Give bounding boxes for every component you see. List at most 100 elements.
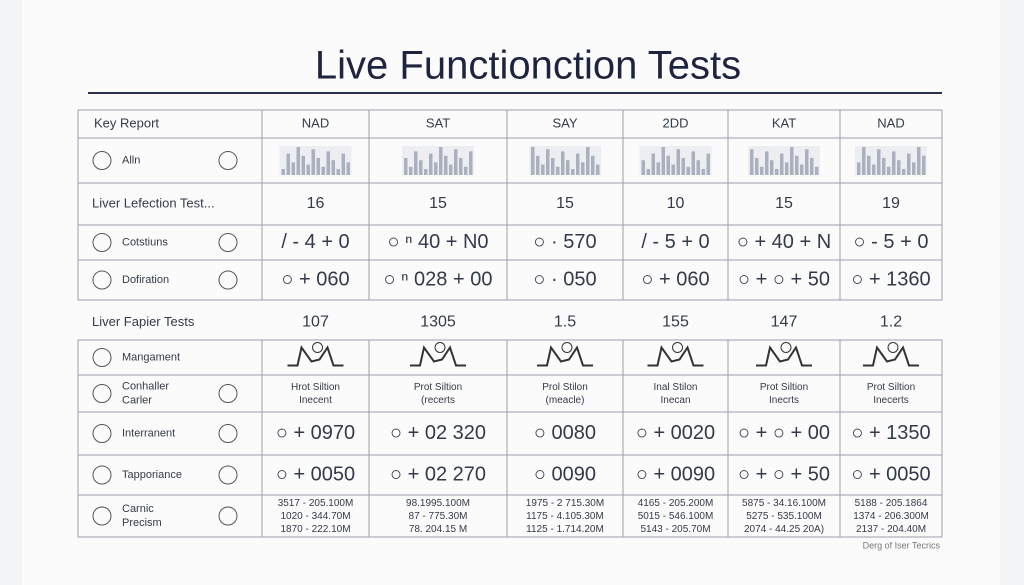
cell-value: ○ + 40 + N	[737, 231, 831, 253]
cell-line: 5188 - 205.1864	[855, 498, 928, 509]
row-icon-right	[218, 506, 238, 526]
wave-dot	[434, 342, 446, 353]
cell-value: ○ + 060	[641, 268, 709, 290]
wave-icon	[287, 345, 344, 367]
cell-value: / - 5 + 0	[641, 231, 709, 253]
chart-bar	[790, 147, 794, 175]
chart-bar	[755, 158, 759, 175]
cell-line: Prot Siltion	[760, 382, 808, 393]
chart-bar	[566, 160, 570, 175]
row-icon	[92, 465, 112, 485]
row-icon	[92, 424, 112, 443]
row-box	[77, 494, 943, 538]
cell-line: 1975 - 2 715.30M	[526, 498, 604, 509]
chart-bar	[316, 158, 320, 175]
chart-bar	[291, 162, 295, 175]
cell-value: ○ + 1360	[851, 268, 930, 290]
chart-bar	[805, 149, 809, 175]
chart-bar	[581, 162, 585, 175]
chart-bar	[666, 155, 670, 175]
chart-bar	[541, 164, 545, 175]
footer-note: Derg of Iser Tecrics	[863, 540, 941, 550]
chart-bar	[346, 162, 350, 175]
cell-line: 4165 - 205.200M	[638, 498, 714, 509]
wave-dot	[672, 342, 683, 353]
chart-bg	[748, 146, 820, 175]
row-label: Liver Fapier Tests	[92, 314, 195, 329]
chart-bar	[404, 158, 408, 175]
chart-bar	[434, 162, 438, 175]
column-header: SAY	[552, 115, 577, 130]
cell-text: 1975 - 2 715.30M 1175 - 4.105.30M 1125 - 1…	[526, 498, 604, 535]
cell-value: 1.5	[554, 314, 576, 331]
cell-line: Conhaller	[122, 380, 169, 392]
cell-line: Inal Stilon	[654, 382, 698, 393]
cell-text: 3517 - 205.100M 1020 - 344.70M 1870 - 222.…	[278, 498, 354, 535]
title: Live Functionction Tests	[315, 44, 741, 88]
chart-bar	[286, 153, 290, 175]
chart-bar	[917, 147, 921, 175]
cell-value: 19	[882, 195, 900, 212]
chart-bar	[454, 149, 458, 175]
cell-text: Prol Stilon (meacle)	[542, 382, 588, 406]
chart-bar	[531, 147, 535, 175]
cell-value: ○ + 1350	[851, 422, 930, 444]
cell-line: Prol Stilon	[542, 382, 588, 393]
chart-bg	[279, 146, 352, 175]
row-icon-right	[218, 151, 238, 170]
row-icon	[92, 233, 112, 252]
cell-line: 1020 - 344.70M	[280, 511, 350, 522]
cell-line: 1125 - 1.714.20M	[526, 524, 604, 535]
cell-line: 1870 - 222.10M	[280, 524, 350, 535]
cell-line: Carnic	[122, 503, 154, 515]
chart-bar	[701, 169, 705, 175]
cell-line: Prot Siltion	[414, 382, 462, 393]
chart-bar	[887, 166, 891, 175]
chart-bar	[862, 147, 866, 175]
cell-line: 5275 - 535.100M	[746, 511, 822, 522]
chart-bar	[414, 151, 418, 175]
row-label: Tapporiance	[122, 469, 182, 481]
cell-line: (recerts	[421, 395, 455, 406]
chart-bar	[686, 166, 690, 175]
cell-text: 5875 - 34.16.100M 5275 - 535.100M 2074 - 4…	[742, 498, 826, 535]
row-icon-right	[218, 233, 238, 252]
chart-bar	[696, 160, 700, 175]
cell-value: ○ ⁿ 028 + 00	[384, 268, 493, 290]
chart-bar	[810, 158, 814, 175]
cell-value: 107	[302, 314, 329, 331]
row-icon-right	[218, 270, 238, 290]
chart-bar	[912, 162, 916, 175]
cell-value: 10	[667, 195, 685, 212]
chart-bar	[800, 164, 804, 175]
cell-value: ○ + 0020	[636, 422, 715, 444]
row-icon-right	[218, 384, 238, 403]
cell-line: Hrot Siltion	[291, 382, 340, 393]
chart-bar	[536, 155, 540, 175]
chart-bar	[815, 166, 819, 175]
chart-bar	[877, 149, 881, 175]
cell-text: Hrot Siltion Inecent	[291, 382, 340, 406]
chart-bar	[892, 151, 896, 175]
chart-bar	[464, 166, 468, 175]
cell-text: 98.1995.100M 87 - 775.30M 78. 204.15 M	[406, 498, 470, 535]
column-header: NAD	[302, 115, 329, 130]
cell-value: ○ + 02 270	[390, 463, 486, 485]
row-box	[77, 259, 943, 301]
chart-bar	[551, 158, 555, 175]
chart-bar	[546, 149, 550, 175]
row-icon-right	[218, 424, 238, 443]
row-label: Alln	[122, 154, 140, 166]
row-label: Dofiration	[122, 274, 169, 286]
cell-line: Inecerts	[873, 395, 909, 406]
cell-value: ○ + ○ + 00	[738, 422, 830, 444]
chart-bar	[770, 160, 774, 175]
cell-text: 5188 - 205.1864 1374 - 206.300M 2137 - 204…	[853, 498, 929, 535]
cell-value: ○ + 0050	[851, 463, 930, 485]
cell-text: Carnic Precism	[122, 503, 162, 529]
chart-bar	[296, 147, 300, 175]
cell-text: 4165 - 205.200M 5015 - 546.100M 5143 - 205…	[638, 498, 714, 535]
cell-value: ○ + 0050	[276, 463, 355, 485]
row-icon	[92, 348, 112, 367]
chart-bar	[326, 151, 330, 175]
